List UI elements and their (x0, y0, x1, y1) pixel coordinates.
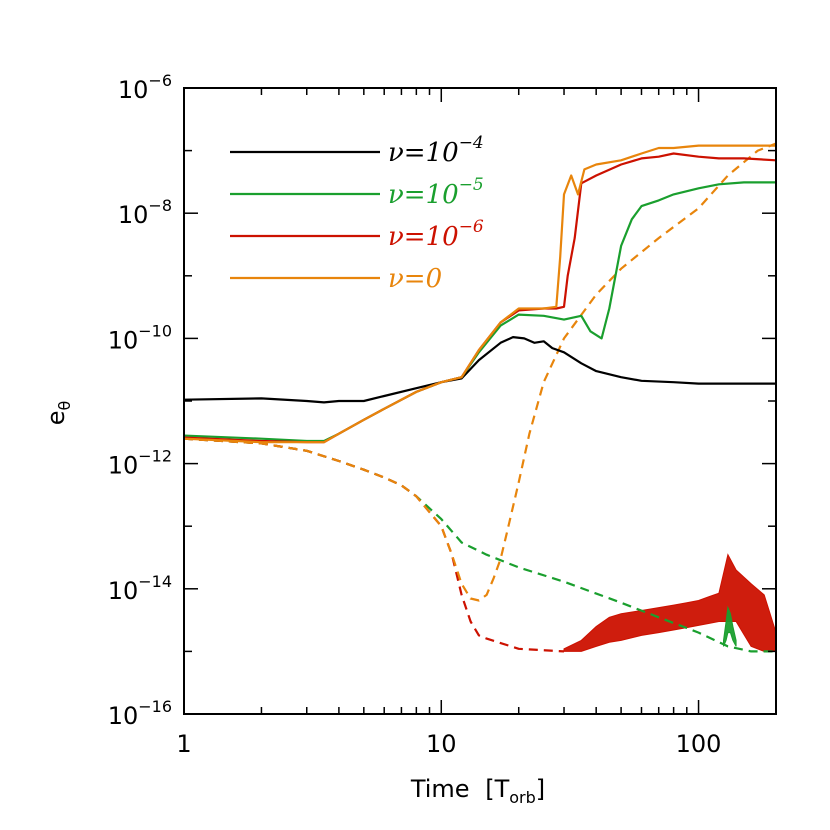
x-tick-label: 10 (426, 730, 457, 758)
legend-label: ν=10−6 (388, 217, 484, 252)
series-10-5-dashed-spike-band (723, 605, 737, 647)
series-10-4-line (184, 336, 776, 404)
legend-label: ν=10−4 (388, 133, 484, 168)
legend-label: ν=10−5 (388, 175, 484, 210)
y-tick-label: 10−6 (118, 71, 172, 104)
plot-lines (184, 142, 776, 653)
legend: ν=10−4 ν=10−5 ν=10−6 ν=0 (230, 133, 484, 294)
y-tick-label: 10−12 (108, 447, 172, 480)
series-10-6-dashed-noise-band (563, 553, 776, 652)
x-tick-label: 100 (676, 730, 722, 758)
y-tick-label: 10−10 (108, 321, 172, 354)
y-axis-label: eθ (42, 401, 74, 426)
y-tick-label: 10−16 (108, 697, 172, 730)
x-tick-label: 1 (176, 730, 191, 758)
x-axis-label: Time [Torb] (410, 775, 545, 807)
y-tick-label: 10−8 (118, 196, 172, 229)
axes: 1 10 100 10−16 10−14 10−12 10−10 10−8 10−6 (108, 71, 777, 758)
series-0-line (184, 144, 776, 444)
legend-label: ν=0 (388, 264, 442, 294)
y-tick-label: 10−14 (108, 572, 172, 605)
axis-labels: Time [Torb] eθ (42, 401, 545, 807)
